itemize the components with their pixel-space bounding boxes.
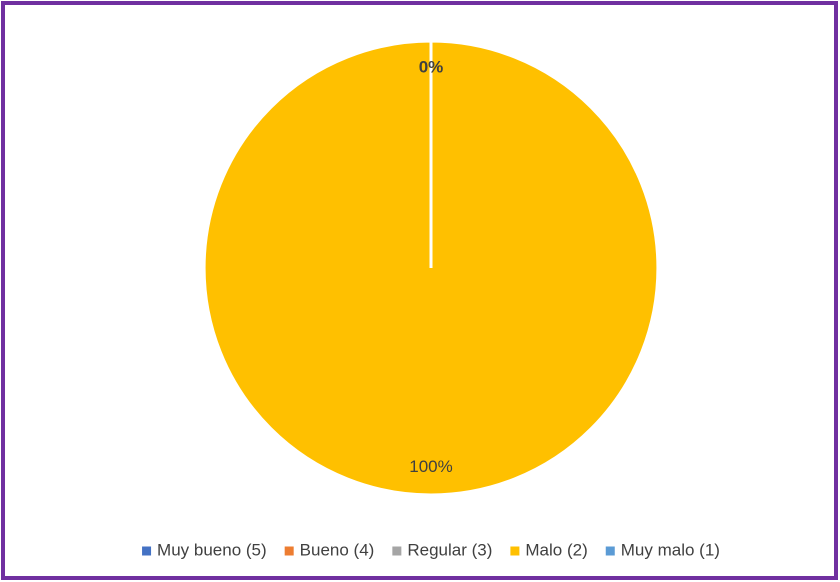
legend-swatch [510,546,520,556]
data-label: 100% [409,457,452,476]
legend: Muy bueno (5) Bueno (4) Regular (3) Malo (2… [142,540,720,559]
legend-swatch [605,546,615,556]
legend-label: Regular (3) [407,540,492,559]
legend-swatch [284,546,294,556]
legend-label: Muy bueno (5) [157,540,267,559]
data-label: 0% [419,58,444,77]
legend-label: Malo (2) [525,540,587,559]
legend-swatch [142,546,152,556]
legend-label: Bueno (4) [300,540,375,559]
legend-swatch [392,546,402,556]
legend-label: Muy malo (1) [621,540,720,559]
